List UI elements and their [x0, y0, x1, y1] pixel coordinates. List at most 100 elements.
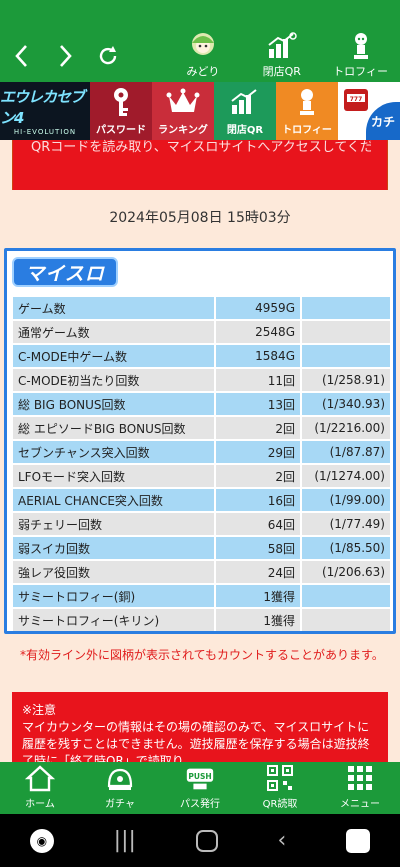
stat-value: 1584G — [214, 345, 300, 367]
stats-row: C-MODE中ゲーム数 1584G — [13, 345, 390, 367]
stats-row: 総 エピソードBIG BONUS回数 2回 (1/2216.00) — [13, 417, 390, 439]
stat-rate: (1/340.93) — [300, 393, 390, 415]
stats-row: サミートロフィー(キリン) 1獲得 — [13, 609, 390, 631]
qr-chart-icon — [265, 31, 299, 61]
crown-icon — [166, 86, 200, 118]
bottom-nav-menu-label: メニュー — [340, 799, 380, 810]
nav-midori-label: みどり — [186, 65, 220, 78]
myslo-logo: マイスロ — [12, 257, 118, 287]
stat-label: 強レア役回数 — [13, 561, 214, 583]
qr-chart-icon — [228, 86, 262, 118]
status-bar — [0, 0, 400, 30]
forward-button[interactable] — [43, 30, 86, 82]
bottom-nav-home-label: ホーム — [25, 799, 55, 810]
stats-row: ゲーム数 4959G — [13, 297, 390, 319]
stats-row: LFOモード突入回数 2回 (1/1274.00) — [13, 465, 390, 487]
stat-label: サミートロフィー(銅) — [13, 585, 214, 607]
bottom-nav-pass[interactable]: PUSH パス発行 — [160, 762, 240, 814]
chevron-right-icon — [60, 45, 72, 67]
banner-pachislot[interactable]: 777 カチ — [338, 82, 400, 140]
nav-closing-qr[interactable]: 閉店QR — [242, 30, 321, 82]
menu-grid-icon — [344, 763, 376, 793]
accessibility-icon[interactable] — [346, 828, 371, 853]
stats-row: 強レア役回数 24回 (1/206.63) — [13, 561, 390, 583]
trophy-figure-icon — [344, 31, 378, 61]
top-nav: みどり 閉店QR トロフィー — [0, 30, 400, 82]
nav-trophy-label: トロフィー — [333, 65, 388, 78]
banner-trophy[interactable]: トロフィー — [276, 82, 338, 140]
notice-top-text: QRコードを読み取り、マイスロサイトへアクセスしてください。 — [31, 140, 371, 155]
machine-logo[interactable]: エウレカセブン4 HI-EVOLUTION — [0, 82, 90, 140]
stat-rate: (1/206.63) — [300, 561, 390, 583]
home-system-button[interactable] — [195, 829, 218, 852]
stat-value: 1獲得 — [214, 585, 300, 607]
stat-label: C-MODE中ゲーム数 — [13, 345, 214, 367]
back-button[interactable] — [0, 30, 43, 82]
nav-closing-qr-label: 閉店QR — [262, 65, 301, 78]
stats-table: ゲーム数 4959G 通常ゲーム数 2548G C-MODE中ゲーム数 1584G C-MO… — [13, 295, 390, 633]
stat-label: 総 エピソードBIG BONUS回数 — [13, 417, 214, 439]
banner-password-label: パスワード — [96, 125, 146, 136]
character-icon — [186, 31, 220, 61]
banner-password[interactable]: パスワード — [90, 82, 152, 140]
stat-value: 1獲得 — [214, 609, 300, 631]
stat-rate — [300, 345, 390, 367]
stats-row: セブンチャンス突入回数 29回 (1/87.87) — [13, 441, 390, 463]
stat-rate: (1/77.49) — [300, 513, 390, 535]
bottom-nav-gacha[interactable]: ガチャ — [80, 762, 160, 814]
refresh-icon — [100, 46, 117, 65]
stat-value: 24回 — [214, 561, 300, 583]
stats-row: C-MODE初当たり回数 11回 (1/258.91) — [13, 369, 390, 391]
bottom-nav: ホーム ガチャ PUSH パス発行 QR読取 メニュー — [0, 762, 400, 814]
stat-label: C-MODE初当たり回数 — [13, 369, 214, 391]
notice-bottom: ※注意 マイカウンターの情報はその場の確認のみで、マイスロサイトに履歴を残すこと… — [12, 692, 388, 764]
home-icon — [24, 763, 56, 793]
nav-midori[interactable]: みどり — [164, 30, 243, 82]
stat-value: 29回 — [214, 441, 300, 463]
bottom-nav-gacha-label: ガチャ — [105, 799, 135, 810]
bottom-nav-menu[interactable]: メニュー — [320, 762, 400, 814]
notice-bottom-body: マイカウンターの情報はその場の確認のみで、マイスロサイトに履歴を残すことはできま… — [22, 720, 370, 764]
svg-text:777: 777 — [350, 96, 363, 103]
stat-value: 2548G — [214, 321, 300, 343]
banner-kachi-text: カチ — [370, 114, 395, 129]
stat-label: 通常ゲーム数 — [13, 321, 214, 343]
banner-ranking[interactable]: ランキング — [152, 82, 214, 140]
push-pass-icon: PUSH — [184, 763, 216, 793]
bottom-nav-qr[interactable]: QR読取 — [240, 762, 320, 814]
nav-trophy[interactable]: トロフィー — [321, 30, 400, 82]
stat-label: 総 BIG BONUS回数 — [13, 393, 214, 415]
stat-label: セブンチャンス突入回数 — [13, 441, 214, 463]
trophy-figure-icon — [290, 86, 324, 118]
stat-rate: (1/87.87) — [300, 441, 390, 463]
banner-closing-qr-label: 閉店QR — [226, 125, 264, 136]
stat-label: LFOモード突入回数 — [13, 465, 214, 487]
bottom-nav-qr-label: QR読取 — [262, 799, 298, 810]
stat-rate: (1/1274.00) — [300, 465, 390, 487]
game-launcher-icon[interactable]: ◉ — [29, 828, 54, 853]
refresh-button[interactable] — [87, 30, 130, 82]
key-icon — [104, 86, 138, 118]
myslo-panel: マイスロ ゲーム数 4959G 通常ゲーム数 2548G C-MODE中ゲーム数 1584… — [4, 248, 396, 634]
stat-value: 4959G — [214, 297, 300, 319]
recent-apps-button[interactable]: ||| — [113, 828, 136, 853]
banner-closing-qr[interactable]: 閉店QR — [214, 82, 276, 140]
pachislot-machine-icon: 777 — [344, 89, 368, 111]
stat-value: 58回 — [214, 537, 300, 559]
stat-label: 弱スイカ回数 — [13, 537, 214, 559]
bottom-nav-home[interactable]: ホーム — [0, 762, 80, 814]
bottom-nav-pass-label: パス発行 — [180, 799, 220, 810]
stat-value: 11回 — [214, 369, 300, 391]
notice-bottom-heading: ※注意 — [22, 703, 57, 717]
stat-value: 2回 — [214, 465, 300, 487]
stat-rate — [300, 321, 390, 343]
banner-row: エウレカセブン4 HI-EVOLUTION パスワード ランキング 閉店QR ト… — [0, 82, 400, 140]
system-nav-bar: ◉ ||| ‹ — [0, 814, 400, 867]
svg-text:PUSH: PUSH — [188, 772, 211, 781]
stat-label: 弱チェリー回数 — [13, 513, 214, 535]
notice-top: QRコードを読み取り、マイスロサイトへアクセスしてください。 — [12, 140, 388, 190]
back-system-button[interactable]: ‹ — [277, 828, 287, 853]
stats-row: 通常ゲーム数 2548G — [13, 321, 390, 343]
banner-ranking-label: ランキング — [158, 125, 208, 136]
stats-row: 弱スイカ回数 58回 (1/85.50) — [13, 537, 390, 559]
